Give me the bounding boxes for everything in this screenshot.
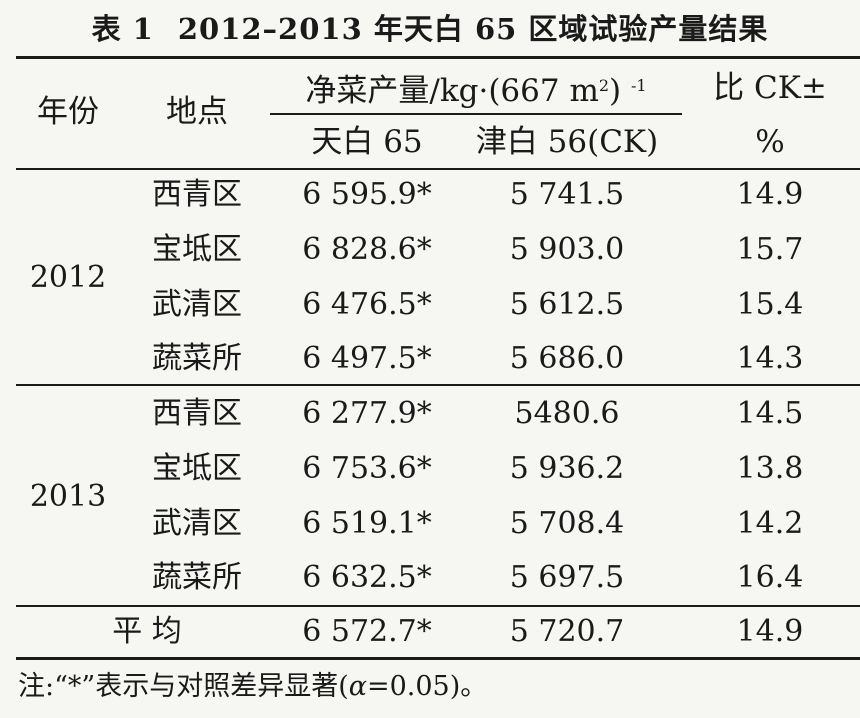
header-year: 年份: [37, 94, 99, 130]
average-rule: [16, 605, 860, 607]
header-yield-group: 净菜产量/kg·(667 m2) -1: [305, 73, 647, 109]
table-row-location: 宝坻区: [152, 451, 242, 486]
table-row-tianbai: 6 828.6*: [302, 232, 432, 267]
average-tianbai: 6 572.7*: [302, 614, 432, 649]
table-row-tianbai: 6 632.5*: [302, 560, 432, 595]
average-ratio: 14.9: [736, 614, 804, 649]
table-row-ratio: 13.8: [736, 451, 804, 486]
header-location: 地点: [166, 94, 228, 130]
table-row-ratio: 16.4: [736, 560, 804, 595]
year-2013: 2013: [29, 479, 107, 514]
table-row-tianbai: 6 753.6*: [302, 451, 432, 486]
table-row-jinbai: 5 708.4: [509, 506, 625, 541]
table-row-ratio: 15.4: [736, 287, 804, 322]
average-jinbai: 5 720.7: [509, 614, 625, 649]
header-jinbai: 津白 56(CK): [475, 124, 659, 160]
table-row-location: 西青区: [152, 177, 242, 212]
table-row-jinbai: 5480.6: [514, 396, 620, 431]
table-title: 表 1 2012–2013 年天白 65 区域试验产量结果: [0, 6, 860, 48]
header-tianbai: 天白 65: [311, 124, 423, 160]
group-divider-rule: [16, 384, 860, 386]
header-ratio-line1: 比 CK±: [713, 70, 827, 106]
table-row-tianbai: 6 595.9*: [302, 177, 432, 212]
table-row-location: 西青区: [152, 396, 242, 431]
table-note: 注:“*”表示与对照差异显著(α=0.05)。: [18, 671, 488, 702]
header-rule: [16, 168, 860, 170]
table-row-location: 蔬菜所: [152, 341, 242, 376]
average-label: 平 均: [112, 614, 182, 649]
alpha-symbol: α: [348, 671, 367, 702]
table-row-jinbai: 5 686.0: [509, 341, 625, 376]
table-row-tianbai: 6 476.5*: [302, 287, 432, 322]
table-row-jinbai: 5 741.5: [509, 177, 625, 212]
table-row-ratio: 14.3: [736, 341, 804, 376]
table-row-location: 武清区: [152, 506, 242, 541]
table-row-ratio: 14.9: [736, 177, 804, 212]
table-row-location: 宝坻区: [152, 232, 242, 267]
table-row-location: 蔬菜所: [152, 560, 242, 595]
table-row-tianbai: 6 519.1*: [302, 506, 432, 541]
table-title-text: 2012–2013 年天白 65 区域试验产量结果: [177, 12, 769, 46]
table-row-jinbai: 5 903.0: [509, 232, 625, 267]
header-ratio-line2: %: [755, 124, 785, 160]
table-row-ratio: 14.5: [736, 396, 804, 431]
bottom-rule: [16, 657, 860, 660]
table-row-jinbai: 5 697.5: [509, 560, 625, 595]
table-row-location: 武清区: [152, 287, 242, 322]
header-sub-rule: [270, 113, 682, 115]
table-number: 表 1: [91, 12, 154, 46]
table-row-ratio: 14.2: [736, 506, 804, 541]
table-row-jinbai: 5 936.2: [509, 451, 625, 486]
year-2012: 2012: [29, 260, 107, 295]
table-row-ratio: 15.7: [736, 232, 804, 267]
table-row-tianbai: 6 497.5*: [302, 341, 432, 376]
top-rule: [16, 56, 860, 59]
table-row-jinbai: 5 612.5: [509, 287, 625, 322]
table-row-tianbai: 6 277.9*: [302, 396, 432, 431]
